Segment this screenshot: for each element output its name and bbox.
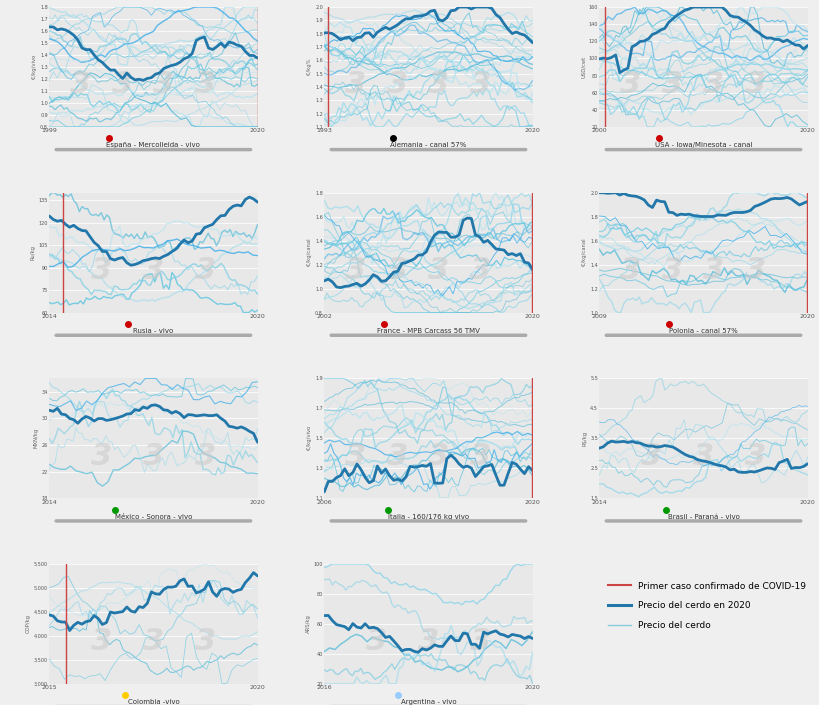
Text: 3: 3 <box>469 442 491 471</box>
Y-axis label: €/kg/canal: €/kg/canal <box>307 239 312 266</box>
Text: 3: 3 <box>153 70 174 99</box>
Text: 3: 3 <box>661 70 682 99</box>
Text: 3: 3 <box>469 256 491 285</box>
Text: Alemania - canal 57%: Alemania - canal 57% <box>390 142 466 149</box>
Text: 3: 3 <box>692 442 713 471</box>
Text: 3: 3 <box>386 70 407 99</box>
Text: 3: 3 <box>91 627 111 656</box>
Text: 3: 3 <box>703 256 724 285</box>
Text: 3: 3 <box>640 442 661 471</box>
Y-axis label: €/kg/vivo: €/kg/vivo <box>32 55 37 79</box>
Text: 3: 3 <box>386 442 407 471</box>
Text: 3: 3 <box>661 256 682 285</box>
Text: 3: 3 <box>91 256 111 285</box>
Text: México - Sonora - vivo: México - Sonora - vivo <box>115 514 192 520</box>
Y-axis label: MXN/kg: MXN/kg <box>34 428 38 448</box>
Text: 3: 3 <box>195 256 216 285</box>
Text: 3: 3 <box>619 256 640 285</box>
Text: 3: 3 <box>345 70 366 99</box>
Text: 3: 3 <box>386 256 407 285</box>
Text: 3: 3 <box>703 70 724 99</box>
Text: Italia - 160/176 kg vivo: Italia - 160/176 kg vivo <box>387 514 468 520</box>
Text: 3: 3 <box>365 627 387 656</box>
Text: 3: 3 <box>428 256 449 285</box>
Text: 3: 3 <box>418 627 438 656</box>
Y-axis label: R$/kg: R$/kg <box>581 431 586 446</box>
Text: 3: 3 <box>744 442 765 471</box>
Y-axis label: €/kg/vivo: €/kg/vivo <box>307 426 312 450</box>
Text: 3: 3 <box>619 70 640 99</box>
Text: 3: 3 <box>345 442 366 471</box>
Text: 3: 3 <box>428 442 449 471</box>
Legend: Primer caso confirmado de COVID-19, Precio del cerdo en 2020, Precio del cerdo: Primer caso confirmado de COVID-19, Prec… <box>603 577 810 634</box>
Text: 3: 3 <box>744 70 765 99</box>
Text: 3: 3 <box>744 256 765 285</box>
Text: Brasil - Paraná - vivo: Brasil - Paraná - vivo <box>667 514 739 520</box>
Y-axis label: Ru/kg: Ru/kg <box>30 245 35 260</box>
Text: 3: 3 <box>70 70 91 99</box>
Text: 3: 3 <box>469 70 491 99</box>
Text: Rusia - vivo: Rusia - vivo <box>133 328 174 334</box>
Text: 3: 3 <box>469 627 491 656</box>
Y-axis label: USD/cwt: USD/cwt <box>580 56 585 78</box>
Y-axis label: ARS/kg: ARS/kg <box>305 615 310 633</box>
Text: Argentina - vivo: Argentina - vivo <box>400 699 455 705</box>
Text: 3: 3 <box>345 256 366 285</box>
Text: 3: 3 <box>143 442 164 471</box>
Y-axis label: €/kg/canal: €/kg/canal <box>581 239 586 266</box>
Text: España - Mercolleida - vivo: España - Mercolleida - vivo <box>106 142 200 149</box>
Text: France - MPB Carcass 56 TMV: France - MPB Carcass 56 TMV <box>377 328 479 334</box>
Text: 3: 3 <box>91 442 111 471</box>
Text: 3: 3 <box>143 256 164 285</box>
Text: 3: 3 <box>195 442 216 471</box>
Text: 3: 3 <box>195 627 216 656</box>
Text: USA - Iowa/Minesota - canal: USA - Iowa/Minesota - canal <box>654 142 751 149</box>
Text: 3: 3 <box>111 70 133 99</box>
Text: 3: 3 <box>428 70 449 99</box>
Y-axis label: €/kg%: €/kg% <box>307 59 312 75</box>
Text: 3: 3 <box>143 627 164 656</box>
Text: 3: 3 <box>195 70 216 99</box>
Text: Colombia -vivo: Colombia -vivo <box>128 699 179 705</box>
Text: Polonia - canal 57%: Polonia - canal 57% <box>668 328 737 334</box>
Y-axis label: COP/kg: COP/kg <box>26 615 31 634</box>
